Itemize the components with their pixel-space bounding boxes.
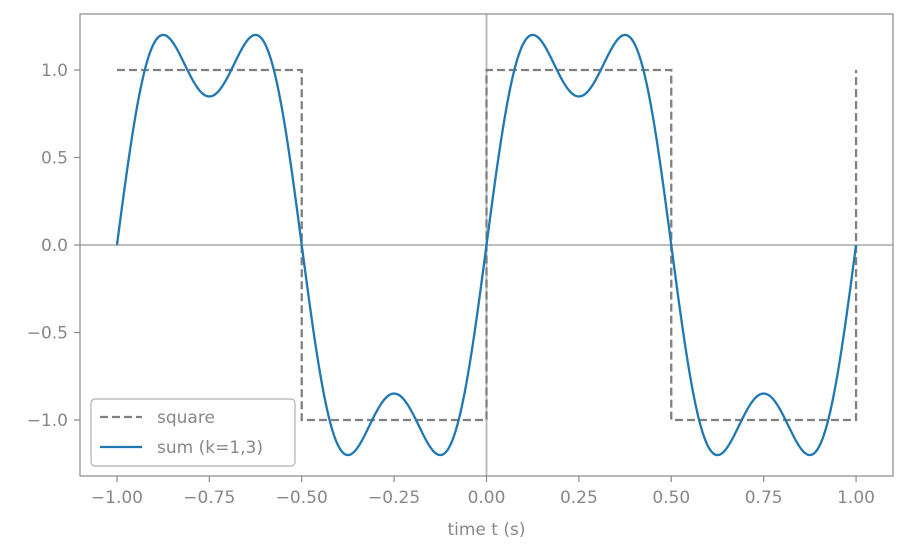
x-tick-label: −0.25 (368, 488, 420, 508)
y-tick-label: −0.5 (27, 324, 68, 344)
y-tick-label: 1.0 (41, 61, 68, 81)
x-tick-label: −1.00 (91, 488, 143, 508)
x-tick-label: −0.75 (183, 488, 235, 508)
y-tick-label: 0.5 (41, 149, 68, 169)
x-tick-label: 0.00 (468, 488, 506, 508)
y-tick-label: −1.0 (27, 411, 68, 431)
plot-area (80, 14, 893, 476)
y-tick-label: 0.0 (41, 236, 68, 256)
legend: square sum (k=1,3) (90, 398, 296, 467)
legend-box (90, 398, 296, 467)
x-axis-title: time t (s) (447, 520, 525, 540)
x-axis-ticks: −1.00 −0.75 −0.50 −0.25 0.00 0.25 0.50 0.75 1.00 (91, 476, 875, 508)
series-line-square (116, 68, 858, 422)
series-line-sum (115, 33, 858, 457)
x-tick-label: 0.25 (560, 488, 598, 508)
legend-label-sum: sum (k=1,3) (157, 438, 263, 458)
x-tick-label: 1.00 (837, 488, 875, 508)
x-tick-label: −0.50 (276, 488, 328, 508)
y-axis-ticks: 1.0 0.5 0.0 −0.5 −1.0 (27, 61, 80, 431)
x-tick-label: 0.75 (745, 488, 783, 508)
legend-label-square: square (157, 408, 215, 428)
x-tick-label: 0.50 (652, 488, 690, 508)
